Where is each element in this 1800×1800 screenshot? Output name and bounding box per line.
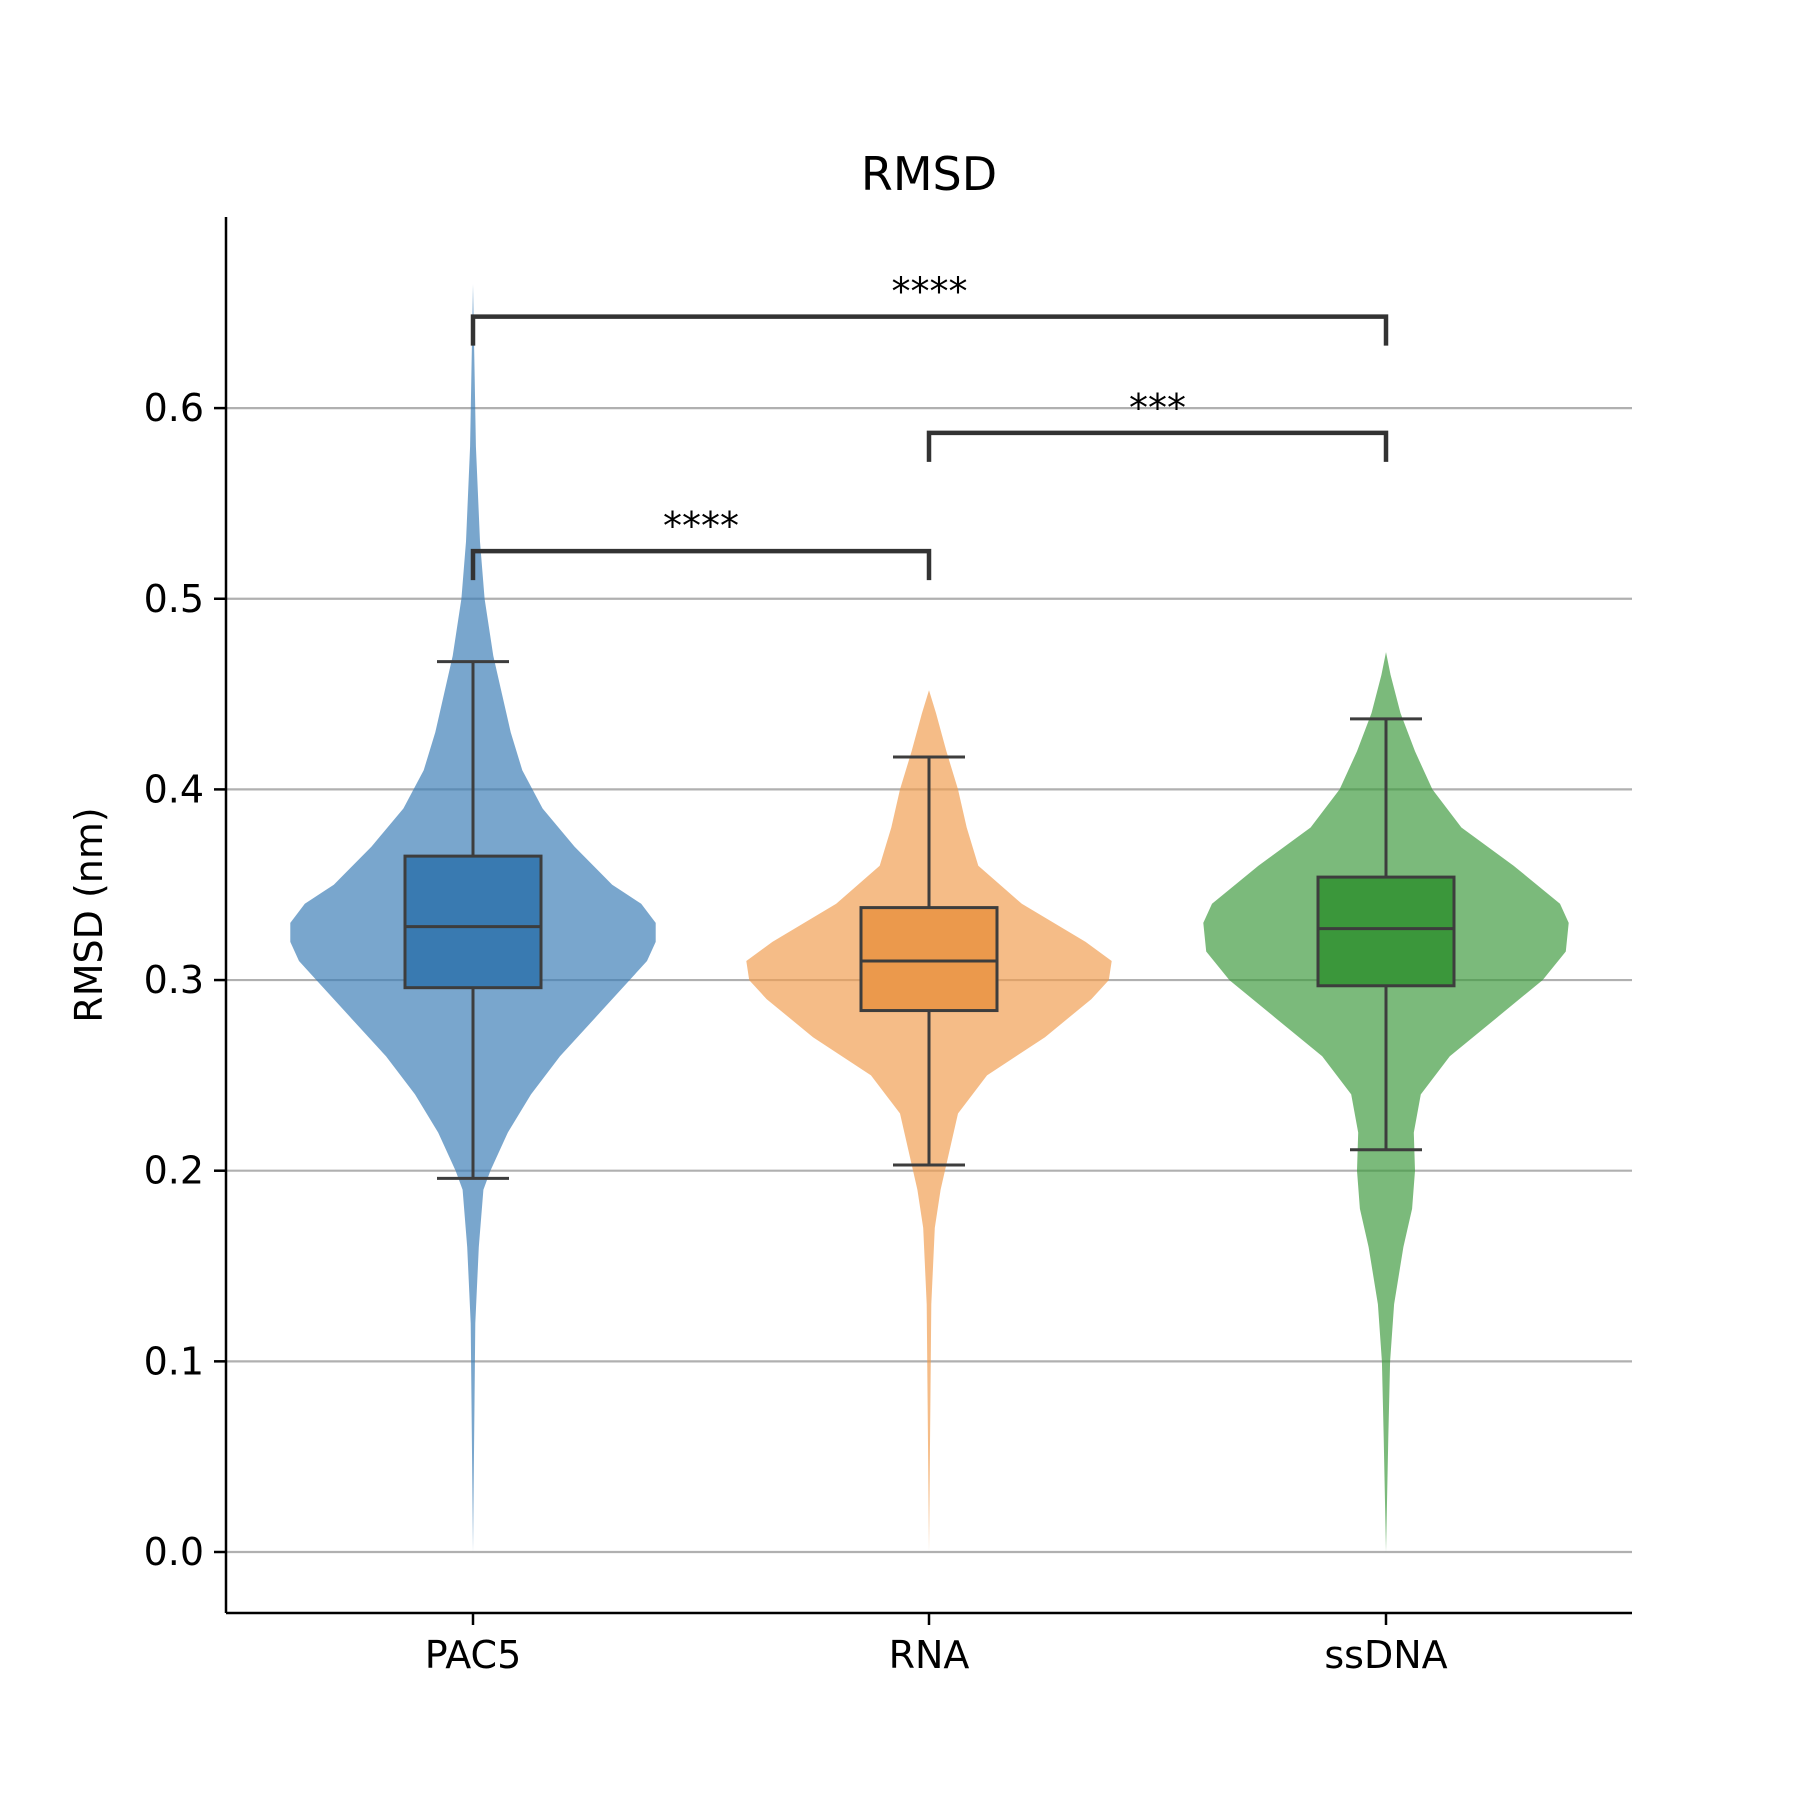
y-tick-label: 0.5 — [144, 577, 204, 621]
iqr-box — [859, 906, 999, 1013]
bracket-line — [470, 548, 932, 581]
boxplot-pac5 — [403, 660, 543, 1180]
x-tick-label: RNA — [889, 1633, 970, 1677]
y-tick-label: 0.3 — [144, 958, 204, 1002]
significance-label: **** — [892, 270, 968, 314]
y-axis-label: RMSD (nm) — [67, 807, 111, 1022]
iqr-box — [1316, 875, 1456, 988]
y-tick-label: 0.2 — [144, 1149, 204, 1193]
significance-bracket: *** — [926, 386, 1389, 462]
bracket-line — [926, 430, 1389, 462]
y-tick-label: 0.6 — [144, 386, 204, 430]
bracket-line — [470, 314, 1389, 346]
y-tick-label: 0.1 — [144, 1339, 204, 1383]
y-tick-label: 0.4 — [144, 767, 204, 811]
significance-bracket: **** — [470, 504, 932, 581]
y-tick-label: 0.0 — [144, 1530, 204, 1574]
significance-bracket: **** — [470, 270, 1389, 346]
iqr-box — [403, 854, 543, 990]
significance-label: *** — [1129, 386, 1186, 430]
box-layer — [403, 660, 1456, 1180]
significance-layer: *********** — [470, 270, 1389, 581]
boxplot-rna — [859, 755, 999, 1167]
chart-title: RMSD — [861, 147, 997, 201]
significance-label: **** — [663, 504, 739, 548]
boxplot-ssdna — [1316, 717, 1456, 1152]
axis-layer: 0.0 0.1 0.2 0.3 0.4 0.5 0.6 PAC5 RNA ssDNA — [144, 217, 1632, 1677]
x-tick-label: ssDNA — [1324, 1633, 1447, 1677]
x-tick-label: PAC5 — [425, 1633, 522, 1677]
